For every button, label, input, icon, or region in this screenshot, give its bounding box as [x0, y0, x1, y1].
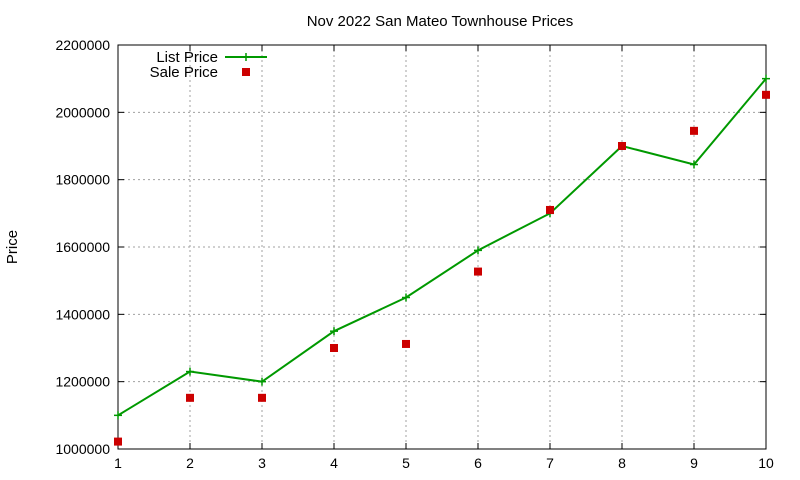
data-point-1-2	[258, 393, 266, 402]
y-tick-label: 1200000	[55, 374, 110, 390]
data-point-0-8	[690, 160, 698, 169]
legend-label-0: List Price	[156, 49, 218, 66]
x-tick-label: 6	[474, 455, 482, 471]
data-point-1-9	[762, 90, 770, 99]
y-tick-label: 1400000	[55, 306, 110, 322]
y-tick-label: 1600000	[55, 239, 110, 255]
y-axis-label: Price	[4, 230, 21, 264]
x-tick-label: 7	[546, 455, 554, 471]
series-1	[114, 90, 770, 446]
data-point-0-4	[402, 293, 410, 302]
x-tick-label: 3	[258, 455, 266, 471]
x-tick-label: 10	[758, 455, 774, 471]
y-tick-label: 1800000	[55, 172, 110, 188]
series-line-0	[117, 78, 767, 417]
x-tick-label: 8	[618, 455, 626, 471]
data-point-1-5	[474, 267, 482, 276]
data-point-0-5	[474, 246, 482, 255]
data-point-1-0	[114, 437, 122, 446]
y-tick-label: 2000000	[55, 104, 110, 120]
data-point-1-7	[618, 142, 626, 150]
x-tick-label: 5	[402, 455, 410, 471]
grid-lines	[118, 45, 766, 449]
data-point-1-8	[690, 126, 698, 135]
series-0	[114, 74, 770, 420]
y-tick-label: 1000000	[55, 441, 110, 457]
data-point-1-3	[330, 344, 338, 352]
x-tick-label: 1	[114, 455, 122, 471]
data-series	[114, 74, 770, 446]
data-point-0-0	[114, 411, 122, 420]
legend-label-1: Sale Price	[150, 64, 218, 81]
data-point-1-1	[186, 393, 194, 402]
legend-marker-0	[242, 53, 250, 61]
data-point-0-1	[186, 367, 194, 376]
data-point-0-3	[330, 327, 338, 336]
data-point-1-4	[402, 339, 410, 348]
data-point-1-6	[546, 205, 554, 214]
legend-marker-1	[242, 68, 250, 76]
y-tick-label: 2200000	[55, 37, 110, 53]
data-point-0-2	[258, 377, 266, 386]
x-tick-label: 2	[186, 455, 194, 471]
x-tick-label: 9	[690, 455, 698, 471]
chart-title: Nov 2022 San Mateo Townhouse Prices	[307, 13, 574, 30]
axis-ticks: 1 2 3 4 5 6 7 8 9 10 1000000 1200000 1400000 1600000 1…	[55, 37, 774, 471]
data-point-0-9	[762, 74, 770, 83]
x-tick-label: 4	[330, 455, 338, 471]
